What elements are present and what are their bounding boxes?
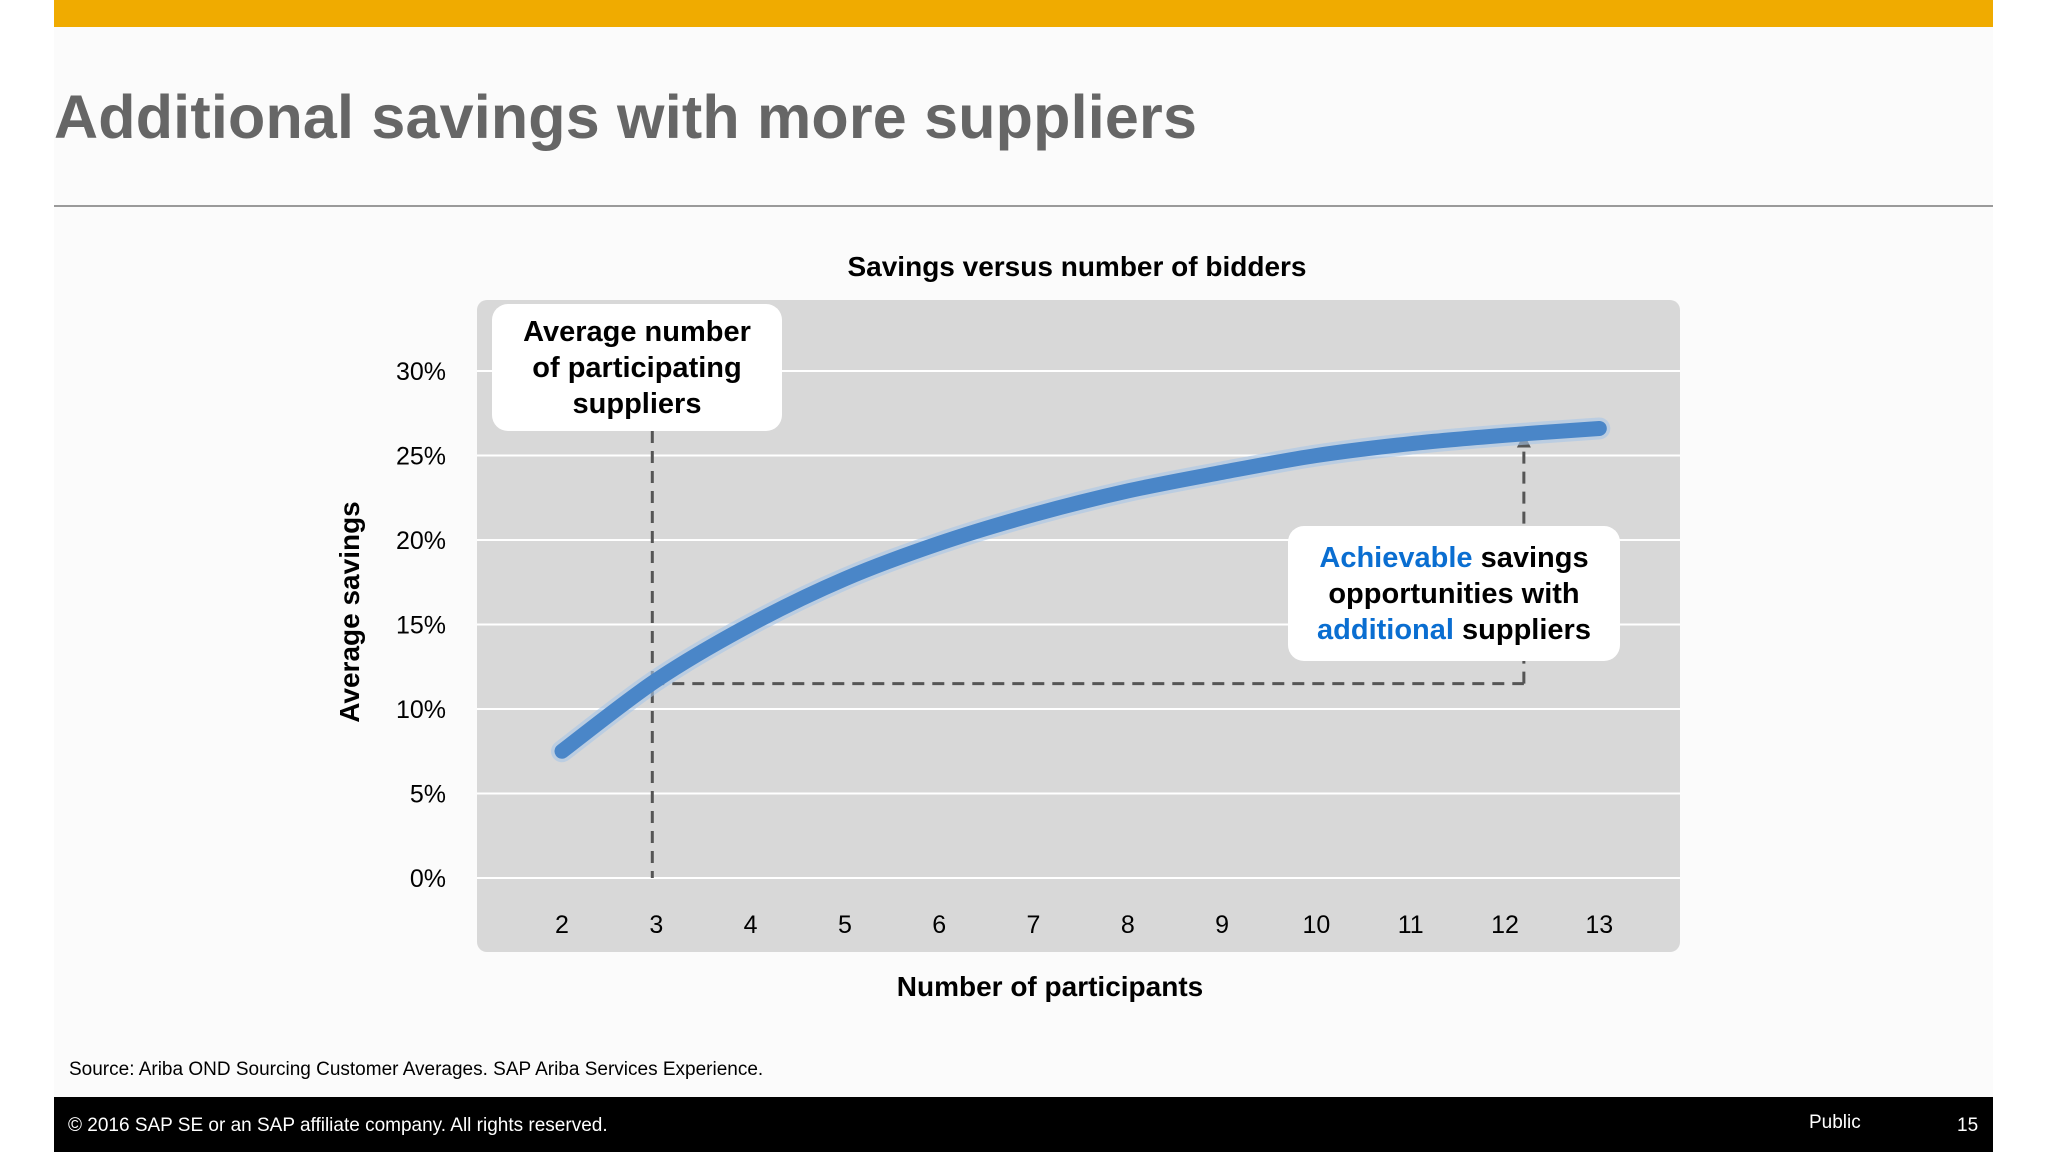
y-tick-label: 20% xyxy=(396,527,446,555)
callout-achievable-line-3-rest: suppliers xyxy=(1453,614,1591,646)
callout-highlight-achievable: Achievable xyxy=(1319,542,1473,574)
series-lines xyxy=(551,417,1611,763)
footer-classification: Public xyxy=(1809,1112,1861,1133)
source-note: Source: Ariba OND Sourcing Customer Aver… xyxy=(69,1059,764,1080)
x-tick-label: 7 xyxy=(1027,911,1041,939)
y-tick-labels: 0% 5% 10% 15% 20% 25% 30% xyxy=(396,358,446,893)
x-tick-label: 12 xyxy=(1491,911,1519,939)
y-tick-label: 25% xyxy=(396,443,446,471)
y-tick-label: 0% xyxy=(410,865,446,893)
y-tick-label: 30% xyxy=(396,358,446,386)
footer-page-number: 15 xyxy=(1957,1115,1979,1136)
x-tick-label: 13 xyxy=(1585,911,1613,939)
callout-average-line-3: suppliers xyxy=(572,388,702,420)
x-tick-label: 9 xyxy=(1215,911,1229,939)
callout-average-participants: Average number of participating supplier… xyxy=(492,304,782,431)
x-tick-label: 8 xyxy=(1121,911,1135,939)
callout-highlight-additional: additional xyxy=(1317,614,1454,646)
footer-copyright: © 2016 SAP SE or an SAP affiliate compan… xyxy=(68,1115,608,1136)
callout-achievable-line-1: Achievable savings xyxy=(1288,540,1620,576)
footer-bar: © 2016 SAP SE or an SAP affiliate compan… xyxy=(54,1097,1993,1152)
y-axis-label: Average savings xyxy=(334,501,365,723)
y-tick-label: 10% xyxy=(396,696,446,724)
chart-plot-background xyxy=(477,300,1680,952)
slide: Additional savings with more suppliers 0… xyxy=(54,0,1993,1152)
y-tick-label: 5% xyxy=(410,781,446,809)
callout-average-line-1: Average number xyxy=(523,316,751,348)
savings-chart: 0% 5% 10% 15% 20% 25% 30% 2 3 4 5 6 7 8 9 10 11 12 13 Sav… xyxy=(334,251,1680,1002)
callout-achievable-line-3: additional suppliers xyxy=(1288,612,1620,648)
x-tick-label: 2 xyxy=(555,911,569,939)
callout-average-line-2: of participating xyxy=(532,352,742,384)
y-tick-label: 15% xyxy=(396,612,446,640)
callout-achievable-line-2: opportunities with xyxy=(1328,578,1580,610)
chart-title: Savings versus number of bidders xyxy=(847,251,1306,282)
x-tick-label: 10 xyxy=(1302,911,1330,939)
callout-achievable-line-1-rest: savings xyxy=(1472,542,1589,574)
title-divider xyxy=(54,205,1993,207)
x-tick-label: 4 xyxy=(744,911,758,939)
x-tick-labels: 2 3 4 5 6 7 8 9 10 11 12 13 xyxy=(555,911,1613,939)
x-tick-label: 3 xyxy=(649,911,663,939)
top-accent-bar xyxy=(54,0,1993,27)
x-tick-label: 5 xyxy=(838,911,852,939)
x-axis-label: Number of participants xyxy=(897,971,1203,1002)
x-tick-label: 6 xyxy=(932,911,946,939)
slide-title: Additional savings with more suppliers xyxy=(54,83,1198,151)
savings-curve xyxy=(554,420,1607,759)
x-tick-label: 11 xyxy=(1398,911,1424,939)
callout-achievable-savings: Achievable savings opportunities with ad… xyxy=(1288,526,1620,661)
